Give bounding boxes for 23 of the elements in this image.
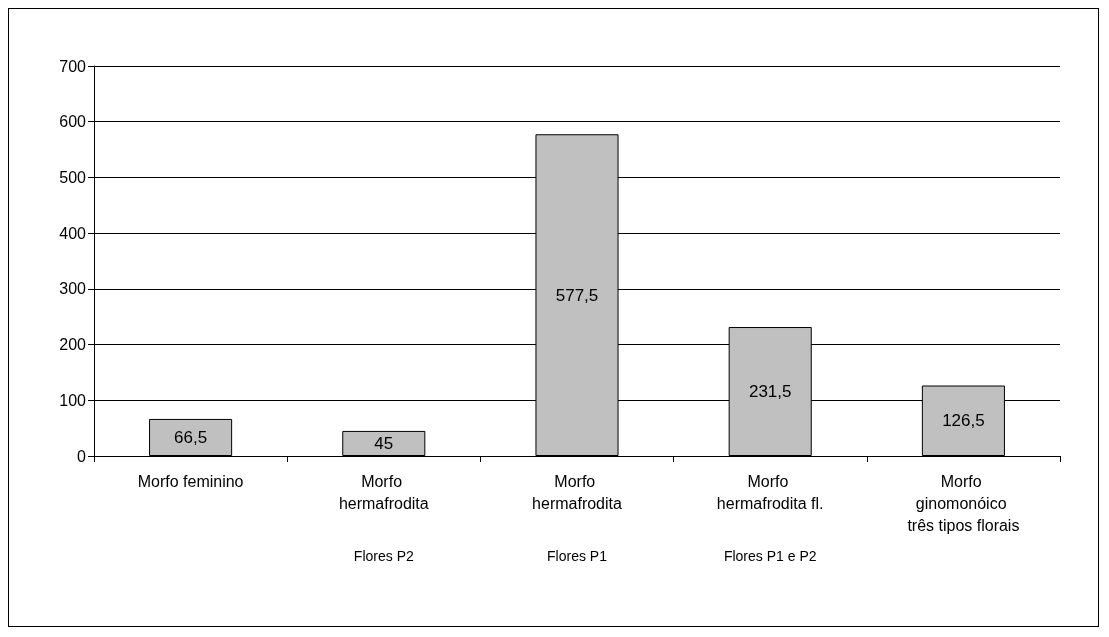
bar (342, 430, 426, 456)
text: Flores P1 e P2 (723, 548, 817, 564)
data-label: 231,5 (748, 382, 792, 402)
x-tick-label: Morfo ginomonóico três tipos florais (907, 472, 1020, 534)
y-tick-label: 300 (59, 280, 87, 298)
y-tick-label: 400 (59, 224, 87, 242)
y-tick-label: 200 (59, 336, 87, 354)
data-label: 126,5 (942, 411, 985, 431)
y-tick-label: 700 (59, 57, 87, 75)
x-tick-label: Morfo feminino (137, 472, 244, 490)
y-tick-label: 600 (59, 113, 87, 131)
data-label: 577,5 (555, 285, 599, 305)
x-tick-label: Morfo hermafrodita fl. (716, 472, 824, 512)
x-tick-label: Morfo hermafrodita (338, 472, 429, 512)
y-tick-label: 0 (77, 447, 87, 465)
text: Flores P2 (353, 548, 414, 564)
x-tick-label: Morfo hermafrodita (532, 472, 623, 512)
text: Flores P1 (547, 548, 608, 564)
data-label: 45 (374, 433, 394, 453)
data-label: 66,5 (174, 427, 208, 447)
y-tick-label: 500 (59, 168, 87, 186)
y-tick-label: 100 (59, 391, 87, 409)
bar (149, 418, 233, 456)
